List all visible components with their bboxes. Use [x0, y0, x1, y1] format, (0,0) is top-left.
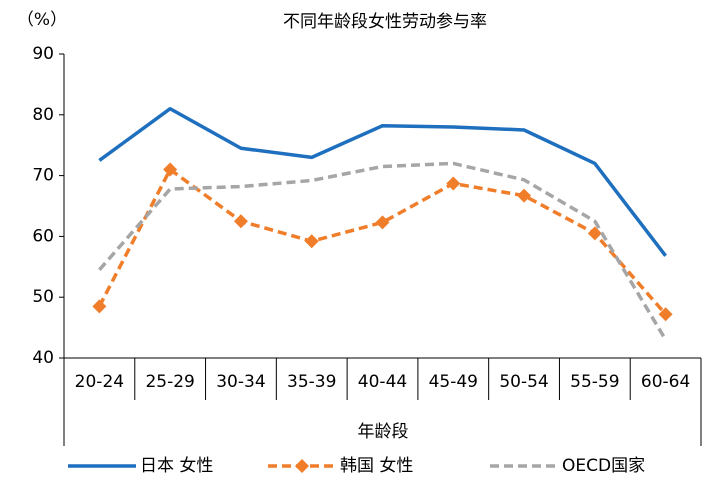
- legend-label: OECD国家: [562, 456, 645, 476]
- marker: [517, 188, 532, 203]
- legend-marker: [295, 459, 309, 473]
- chart-title: 不同年龄段女性劳动参与率: [283, 12, 487, 32]
- y-tick-label: 40: [32, 348, 54, 368]
- y-tick-label: 70: [32, 166, 54, 186]
- marker: [375, 215, 390, 230]
- marker: [446, 176, 461, 191]
- x-tick-label: 55-59: [570, 372, 619, 392]
- x-tick-label: 35-39: [287, 372, 336, 392]
- y-tick-label: 60: [32, 226, 54, 246]
- x-tick-label: 20-24: [75, 372, 124, 392]
- marker: [163, 162, 178, 177]
- legend-label: 韩国 女性: [340, 456, 413, 476]
- series-line: [97, 167, 667, 316]
- x-tick-label: 40-44: [358, 372, 407, 392]
- marker: [587, 226, 602, 241]
- x-tick-label: 25-29: [145, 372, 194, 392]
- series-line: [98, 106, 668, 257]
- x-tick-label: 30-34: [216, 372, 265, 392]
- x-tick-label: 50-54: [499, 372, 548, 392]
- x-tick-label: 60-64: [641, 372, 690, 392]
- marker: [658, 307, 673, 322]
- x-axis-title: 年龄段: [358, 422, 409, 442]
- y-tick-label: 90: [32, 44, 54, 64]
- marker: [92, 299, 107, 314]
- marker: [233, 214, 248, 229]
- y-tick-label: 80: [32, 105, 54, 125]
- marker: [304, 234, 319, 249]
- y-unit: （%）: [17, 10, 67, 30]
- y-tick-label: 50: [32, 287, 54, 307]
- series-line: [98, 161, 668, 341]
- legend-label: 日本 女性: [140, 456, 213, 476]
- x-tick-label: 45-49: [429, 372, 478, 392]
